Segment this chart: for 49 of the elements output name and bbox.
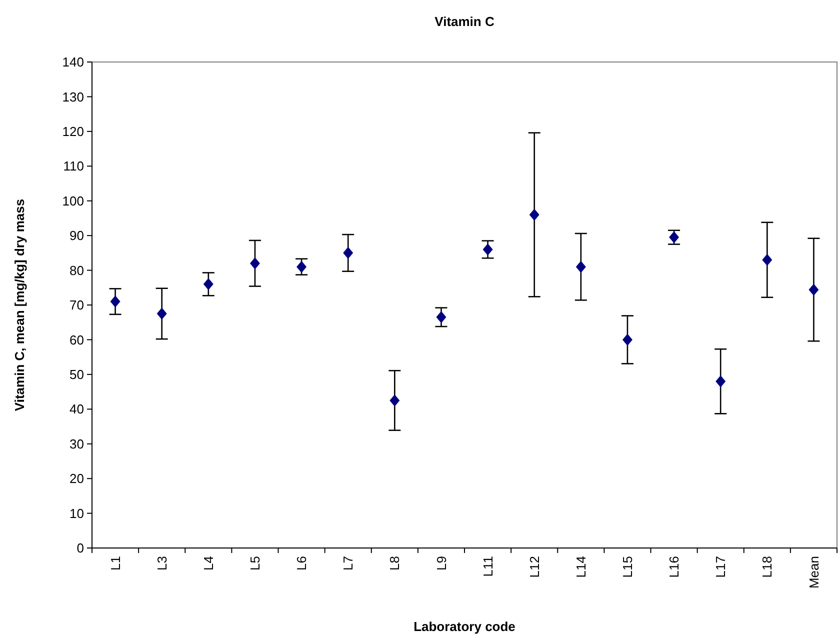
x-tick-label: L7 <box>340 556 356 570</box>
x-tick-label: L14 <box>573 556 588 578</box>
x-tick-label: L15 <box>620 556 636 578</box>
point <box>762 254 772 266</box>
point <box>390 394 400 406</box>
point <box>156 308 167 320</box>
point <box>110 296 120 308</box>
y-tick-label: 100 <box>62 193 84 208</box>
x-axis-title: Laboratory code <box>414 619 516 634</box>
y-tick-label: 140 <box>62 54 84 70</box>
y-tick-label: 130 <box>62 89 84 104</box>
y-tick-label: 60 <box>70 332 84 348</box>
x-tick-label: L16 <box>666 556 682 578</box>
y-tick-label: 20 <box>70 471 84 486</box>
y-tick-label: 90 <box>70 228 84 244</box>
x-tick-label: L4 <box>200 556 216 570</box>
chart-title: Vitamin C <box>434 14 495 29</box>
y-tick-label: 70 <box>70 298 84 313</box>
point <box>716 375 726 388</box>
y-tick-label: 30 <box>70 436 84 452</box>
point <box>529 208 540 221</box>
y-tick-label: 0 <box>76 540 84 556</box>
y-tick-label: 120 <box>62 124 84 139</box>
x-tick-label: L18 <box>760 556 775 578</box>
point <box>808 284 819 296</box>
x-tick-label: L12 <box>526 556 542 578</box>
x-tick-label: L9 <box>434 556 449 570</box>
x-tick-label: L11 <box>480 556 496 577</box>
point <box>203 278 214 290</box>
point <box>250 257 260 270</box>
y-tick-label: 50 <box>70 366 84 382</box>
x-tick-label: Mean <box>806 556 822 589</box>
x-tick-label: L5 <box>248 556 263 570</box>
point <box>296 260 307 273</box>
x-tick-label: L1 <box>108 556 123 570</box>
y-tick-label: 80 <box>70 262 84 278</box>
y-tick-label: 10 <box>70 506 84 521</box>
y-tick-label: 40 <box>70 402 84 417</box>
x-tick-label: L8 <box>387 556 402 570</box>
y-tick-label: 110 <box>63 158 84 174</box>
x-tick-label: L6 <box>294 556 310 570</box>
y-axis-title: Vitamin C, mean [mg/kg] dry mass <box>12 198 27 412</box>
point <box>576 260 586 273</box>
point <box>622 334 632 346</box>
x-tick-label: L17 <box>713 556 728 578</box>
point <box>436 311 446 324</box>
point <box>482 243 493 256</box>
point <box>343 246 354 259</box>
x-tick-label: L3 <box>154 556 170 570</box>
